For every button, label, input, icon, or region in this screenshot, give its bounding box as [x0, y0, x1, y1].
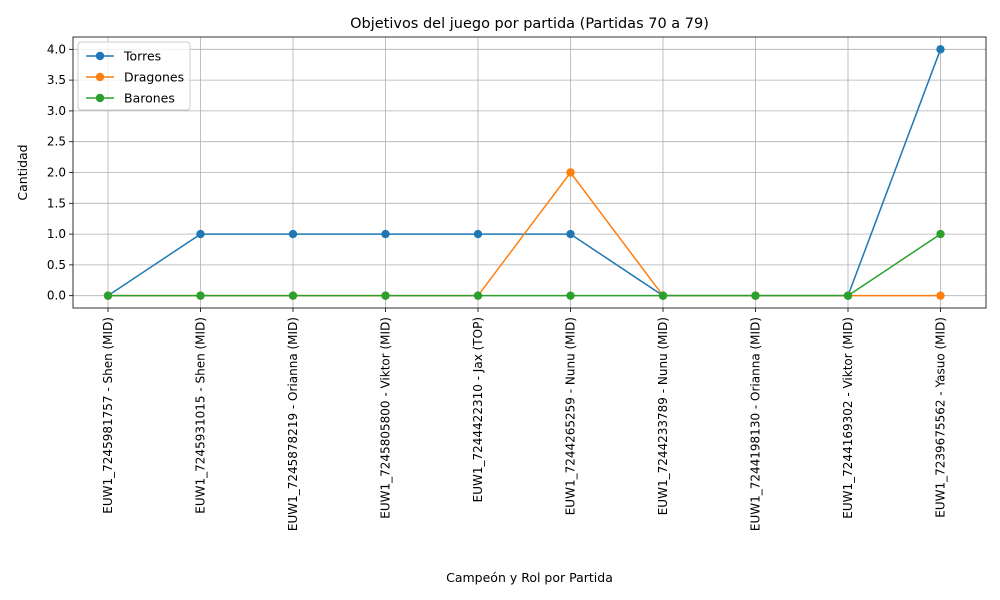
x-tick-label: EUW1_7244265259 - Nunu (MID) [564, 317, 578, 515]
x-tick-label: EUW1_7245931015 - Shen (MID) [194, 317, 208, 514]
legend: Torres Dragones Barones [77, 41, 191, 111]
data-point [566, 291, 575, 300]
y-axis-ticks: 0.0 0.5 1.0 1.5 2.0 2.5 3.0 3.5 4.0 [47, 42, 73, 303]
x-tick-label: EUW1_7244233789 - Nunu (MID) [656, 317, 670, 515]
legend-item-dragones: Dragones [86, 70, 184, 85]
data-point [936, 229, 945, 239]
data-point [936, 45, 945, 54]
chart-title: Objetivos del juego por partida (Partida… [350, 16, 709, 32]
y-tick-label: 3.5 [47, 73, 66, 87]
y-tick-label: 3.0 [47, 104, 66, 118]
y-tick-label: 2.0 [47, 166, 66, 180]
x-tick-label: EUW1_7244422310 - Jax (TOP) [471, 317, 485, 502]
series-barones [103, 229, 945, 300]
x-tick-label: EUW1_7245805800 - Viktor (MID) [379, 317, 393, 519]
data-point [473, 229, 483, 239]
series-layer [103, 45, 945, 300]
data-point [843, 291, 853, 300]
data-point [381, 291, 390, 300]
data-point [473, 291, 483, 300]
legend-label: Torres [123, 49, 161, 64]
x-tick-label: EUW1_7245981757 - Shen (MID) [101, 317, 115, 514]
legend-marker [95, 51, 105, 61]
data-point [936, 291, 945, 300]
y-tick-label: 1.0 [47, 227, 66, 241]
legend-marker [95, 72, 105, 82]
y-tick-label: 1.5 [47, 196, 66, 210]
legend-marker [95, 93, 105, 103]
data-point [751, 291, 760, 300]
x-axis-ticks: EUW1_7245981757 - Shen (MID) EUW1_7245931… [101, 308, 948, 531]
y-tick-label: 0.0 [47, 289, 66, 303]
x-axis-label: Campeón y Rol por Partida [446, 570, 613, 585]
data-point [196, 291, 205, 300]
y-tick-label: 2.5 [47, 135, 66, 149]
series-line [108, 233, 941, 297]
data-point [566, 229, 575, 239]
legend-label: Barones [124, 91, 175, 106]
x-tick-label: EUW1_7244169302 - Viktor (MID) [841, 317, 855, 519]
x-tick-label: EUW1_7245878219 - Orianna (MID) [286, 317, 300, 531]
y-tick-label: 4.0 [47, 42, 66, 56]
y-tick-label: 0.5 [47, 258, 66, 272]
legend-item-barones: Barones [86, 91, 175, 106]
x-tick-label: EUW1_7244198130 - Orianna (MID) [749, 317, 763, 531]
data-point [196, 229, 205, 239]
data-point [566, 168, 575, 177]
legend-box [77, 41, 191, 111]
grid [73, 37, 986, 308]
legend-item-torres: Torres [86, 49, 161, 64]
data-point [288, 291, 298, 300]
data-point [288, 229, 298, 239]
data-point [658, 291, 668, 300]
data-point [381, 229, 390, 239]
y-axis-label: Cantidad [15, 144, 30, 200]
x-tick-label: EUW1_7239675562 - Yasuo (MID) [934, 317, 948, 518]
data-point [103, 291, 113, 300]
legend-label: Dragones [124, 70, 184, 85]
